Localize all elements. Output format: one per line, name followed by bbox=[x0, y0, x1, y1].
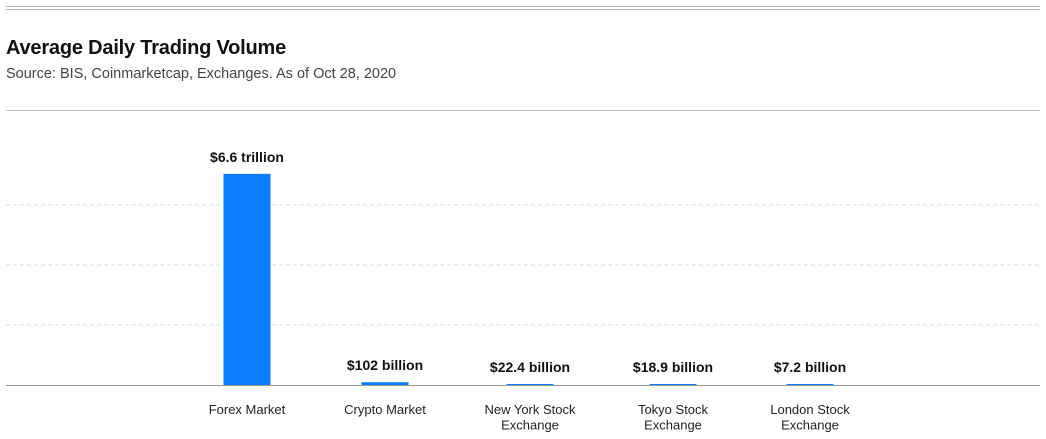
x-tick-label-1: Forex Market bbox=[209, 402, 286, 417]
bar-1 bbox=[223, 173, 271, 386]
bar-2 bbox=[361, 382, 409, 386]
data-label-5: $7.2 billion bbox=[774, 359, 846, 375]
x-tick-label-2: Crypto Market bbox=[344, 402, 426, 417]
bar-5 bbox=[786, 384, 834, 386]
data-label-3: $22.4 billion bbox=[490, 359, 570, 375]
x-tick-label-3: New York Stock Exchange bbox=[484, 402, 576, 433]
x-tick-label-5: London Stock Exchange bbox=[770, 402, 850, 433]
header-divider bbox=[6, 110, 1040, 111]
bar-3 bbox=[506, 384, 554, 386]
chart-title: Average Daily Trading Volume bbox=[6, 37, 287, 59]
top-rule bbox=[6, 6, 1040, 7]
data-label-2: $102 billion bbox=[347, 357, 423, 373]
bar-4 bbox=[649, 384, 697, 386]
data-label-1: $6.6 trillion bbox=[210, 149, 284, 165]
x-tick-label-4: Tokyo Stock Exchange bbox=[638, 402, 709, 433]
top-rule-second bbox=[6, 9, 1040, 10]
chart-subtitle: Source: BIS, Coinmarketcap, Exchanges. A… bbox=[6, 66, 397, 82]
data-label-4: $18.9 billion bbox=[633, 359, 713, 375]
